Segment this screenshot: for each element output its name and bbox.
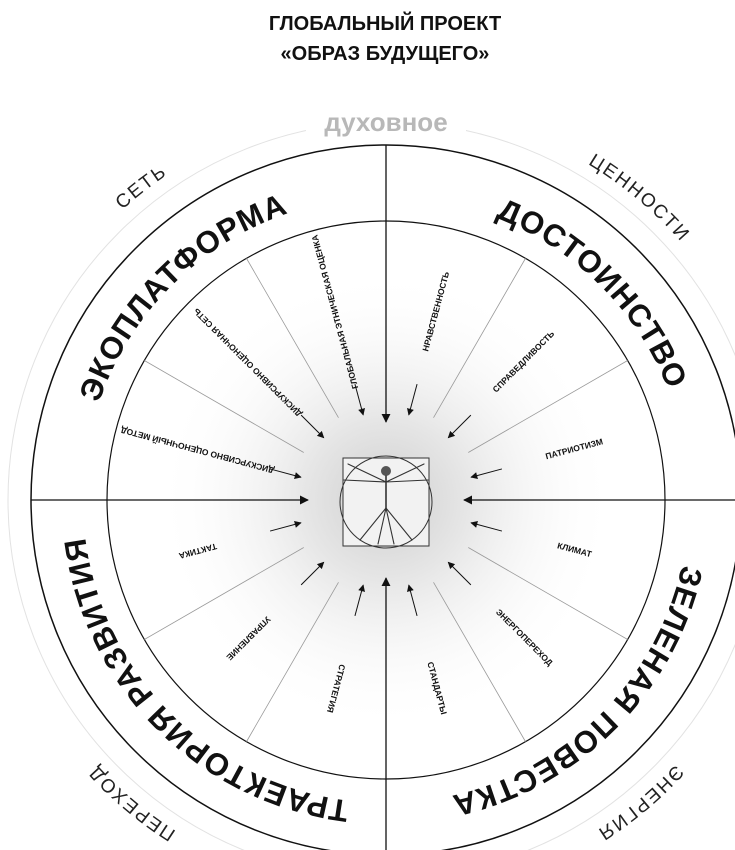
- top-label: духовное: [324, 107, 447, 137]
- outer-label-text: СЕТЬ: [112, 161, 171, 214]
- title-line: «ОБРАЗ БУДУЩЕГО»: [281, 43, 490, 65]
- outer-label: ЭНЕРГИЯ: [593, 761, 687, 845]
- vitruvian-figure: [340, 456, 432, 548]
- outer-label-text: ЦЕННОСТИ: [585, 150, 694, 246]
- outer-label: ЦЕННОСТИ: [585, 150, 694, 246]
- figure-head: [381, 466, 391, 476]
- outer-label: ПЕРЕХОД: [84, 761, 179, 845]
- outer-label-text: ЭНЕРГИЯ: [593, 761, 687, 845]
- diagram: ГЛОБАЛЬНЫЙ ПРОЕКТ «ОБРАЗ БУДУЩЕГО» духов…: [0, 0, 735, 850]
- title-line: ГЛОБАЛЬНЫЙ ПРОЕКТ: [269, 11, 501, 35]
- outer-label: СЕТЬ: [112, 161, 171, 214]
- outer-label-text: ПЕРЕХОД: [84, 761, 179, 845]
